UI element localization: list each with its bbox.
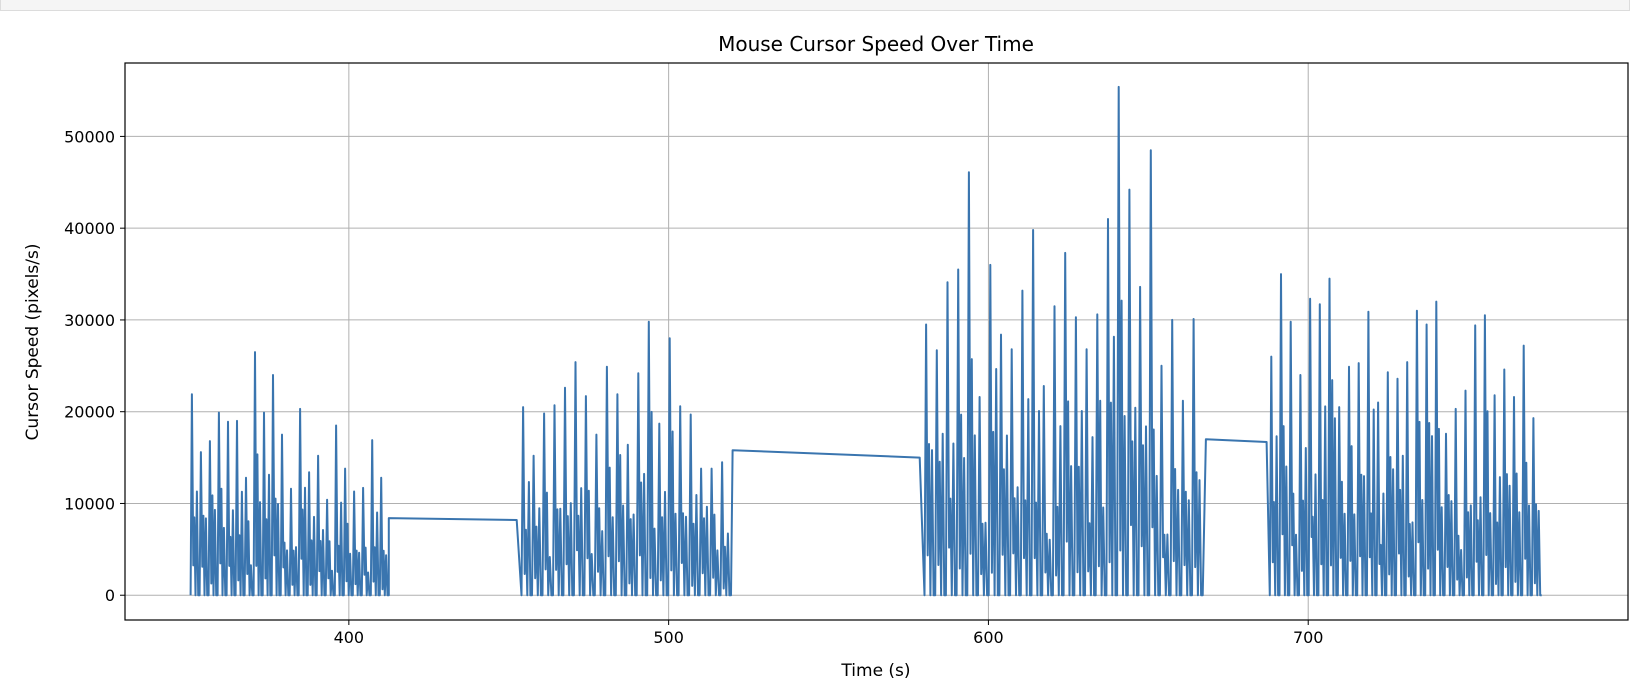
series-line-group bbox=[189, 85, 1542, 597]
x-tick-label: 600 bbox=[973, 628, 1004, 647]
y-tick-label: 30000 bbox=[64, 311, 115, 330]
x-tick-label: 500 bbox=[653, 628, 684, 647]
y-tick-label: 10000 bbox=[64, 494, 115, 513]
y-axis-ticks: 0 10000 20000 30000 40000 50000 bbox=[64, 127, 125, 605]
x-axis-ticks: 400 500 600 700 bbox=[334, 620, 1324, 647]
y-axis-label: Cursor Speed (pixels/s) bbox=[23, 244, 43, 441]
y-tick-label: 40000 bbox=[64, 219, 115, 238]
chart-title: Mouse Cursor Speed Over Time bbox=[718, 32, 1034, 56]
plot-frame bbox=[124, 62, 1629, 621]
x-axis-label: Time (s) bbox=[840, 661, 910, 681]
series-line bbox=[189, 85, 1542, 597]
x-tick-label: 700 bbox=[1293, 628, 1324, 647]
y-tick-label: 50000 bbox=[64, 127, 115, 146]
notebook-cell-edge bbox=[0, 0, 1630, 11]
y-tick-label: 20000 bbox=[64, 403, 115, 422]
x-tick-label: 400 bbox=[334, 628, 365, 647]
y-tick-label: 0 bbox=[105, 586, 115, 605]
